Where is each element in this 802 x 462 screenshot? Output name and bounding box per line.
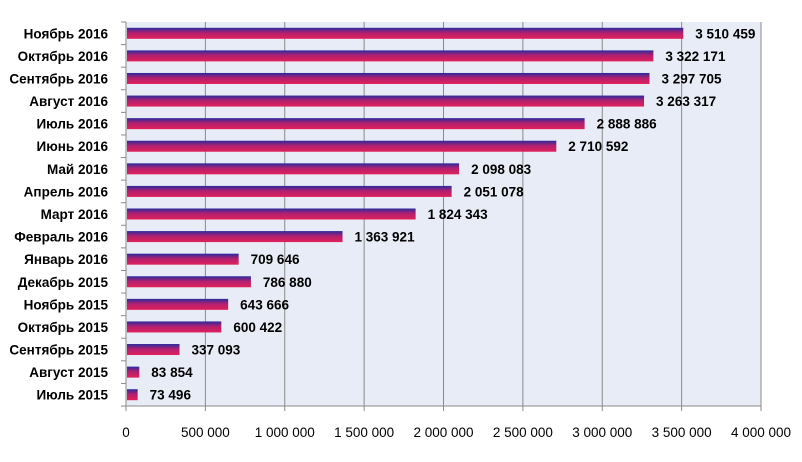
value-label: 643 666 xyxy=(240,297,289,312)
bar xyxy=(127,321,222,333)
value-label: 73 496 xyxy=(150,388,192,403)
bar xyxy=(127,95,645,107)
value-label: 786 880 xyxy=(263,275,312,290)
bar xyxy=(127,298,229,310)
category-label: Июнь 2016 xyxy=(37,139,109,154)
bar xyxy=(127,118,585,130)
bars xyxy=(127,27,684,401)
bar xyxy=(127,140,557,152)
x-tick-label: 500 000 xyxy=(181,425,230,440)
value-label: 600 422 xyxy=(233,320,282,335)
x-tick-label: 2 000 000 xyxy=(413,425,473,440)
bar xyxy=(127,389,138,401)
value-labels: 3 510 459 3 322 171 3 297 705 3 263 317 2 88… xyxy=(150,26,756,402)
value-label: 3 510 459 xyxy=(695,26,755,41)
category-label: Август 2015 xyxy=(29,365,108,380)
x-tick-label: 3 000 000 xyxy=(572,425,632,440)
value-label: 2 051 078 xyxy=(464,184,525,199)
value-label: 2 710 592 xyxy=(568,139,628,154)
category-label: Август 2016 xyxy=(29,94,108,109)
x-tick-label: 3 500 000 xyxy=(652,425,712,440)
x-tick-label: 0 xyxy=(122,425,130,440)
bar xyxy=(127,208,416,220)
category-label: Ноябрь 2015 xyxy=(24,297,109,312)
value-label: 83 854 xyxy=(151,365,193,380)
category-label: Октябрь 2015 xyxy=(18,320,109,335)
category-label: Сентябрь 2016 xyxy=(9,71,108,86)
bar xyxy=(127,185,452,197)
bar xyxy=(127,231,343,243)
bar xyxy=(127,72,650,84)
bar xyxy=(127,27,684,39)
bar xyxy=(127,344,180,356)
x-tick-label: 1 500 000 xyxy=(334,425,394,440)
category-label: Сентябрь 2015 xyxy=(9,343,108,358)
bar xyxy=(127,276,251,288)
category-label: Февраль 2016 xyxy=(14,230,108,245)
value-label: 3 297 705 xyxy=(662,71,723,86)
category-label: Май 2016 xyxy=(47,162,108,177)
category-labels: Ноябрь 2016 Октябрь 2016 Сентябрь 2016 Авгу… xyxy=(9,26,108,402)
value-label: 2 098 083 xyxy=(471,162,532,177)
x-axis: 0 500 000 1 000 000 1 500 000 2 000 000 2 500… xyxy=(121,21,791,440)
category-label: Октябрь 2016 xyxy=(18,49,109,64)
category-label: Апрель 2016 xyxy=(24,184,109,199)
bar xyxy=(127,253,239,265)
category-label: Март 2016 xyxy=(41,207,109,222)
bar xyxy=(127,366,140,378)
x-tick-label: 4 000 000 xyxy=(731,425,791,440)
category-label: Ноябрь 2016 xyxy=(24,26,109,41)
value-label: 337 093 xyxy=(192,343,241,358)
bar xyxy=(127,163,460,175)
value-label: 2 888 886 xyxy=(597,117,658,132)
value-label: 709 646 xyxy=(251,252,300,267)
category-label: Январь 2016 xyxy=(24,252,108,267)
x-tick-label: 2 500 000 xyxy=(493,425,553,440)
value-label: 1 824 343 xyxy=(428,207,489,222)
category-label: Июль 2016 xyxy=(36,117,108,132)
value-label: 3 263 317 xyxy=(656,94,716,109)
value-label: 1 363 921 xyxy=(355,230,416,245)
category-label: Июль 2015 xyxy=(36,388,108,403)
category-label: Декабрь 2015 xyxy=(18,275,109,290)
bar xyxy=(127,50,654,62)
x-tick-label: 1 000 000 xyxy=(255,425,315,440)
value-label: 3 322 171 xyxy=(665,49,726,64)
